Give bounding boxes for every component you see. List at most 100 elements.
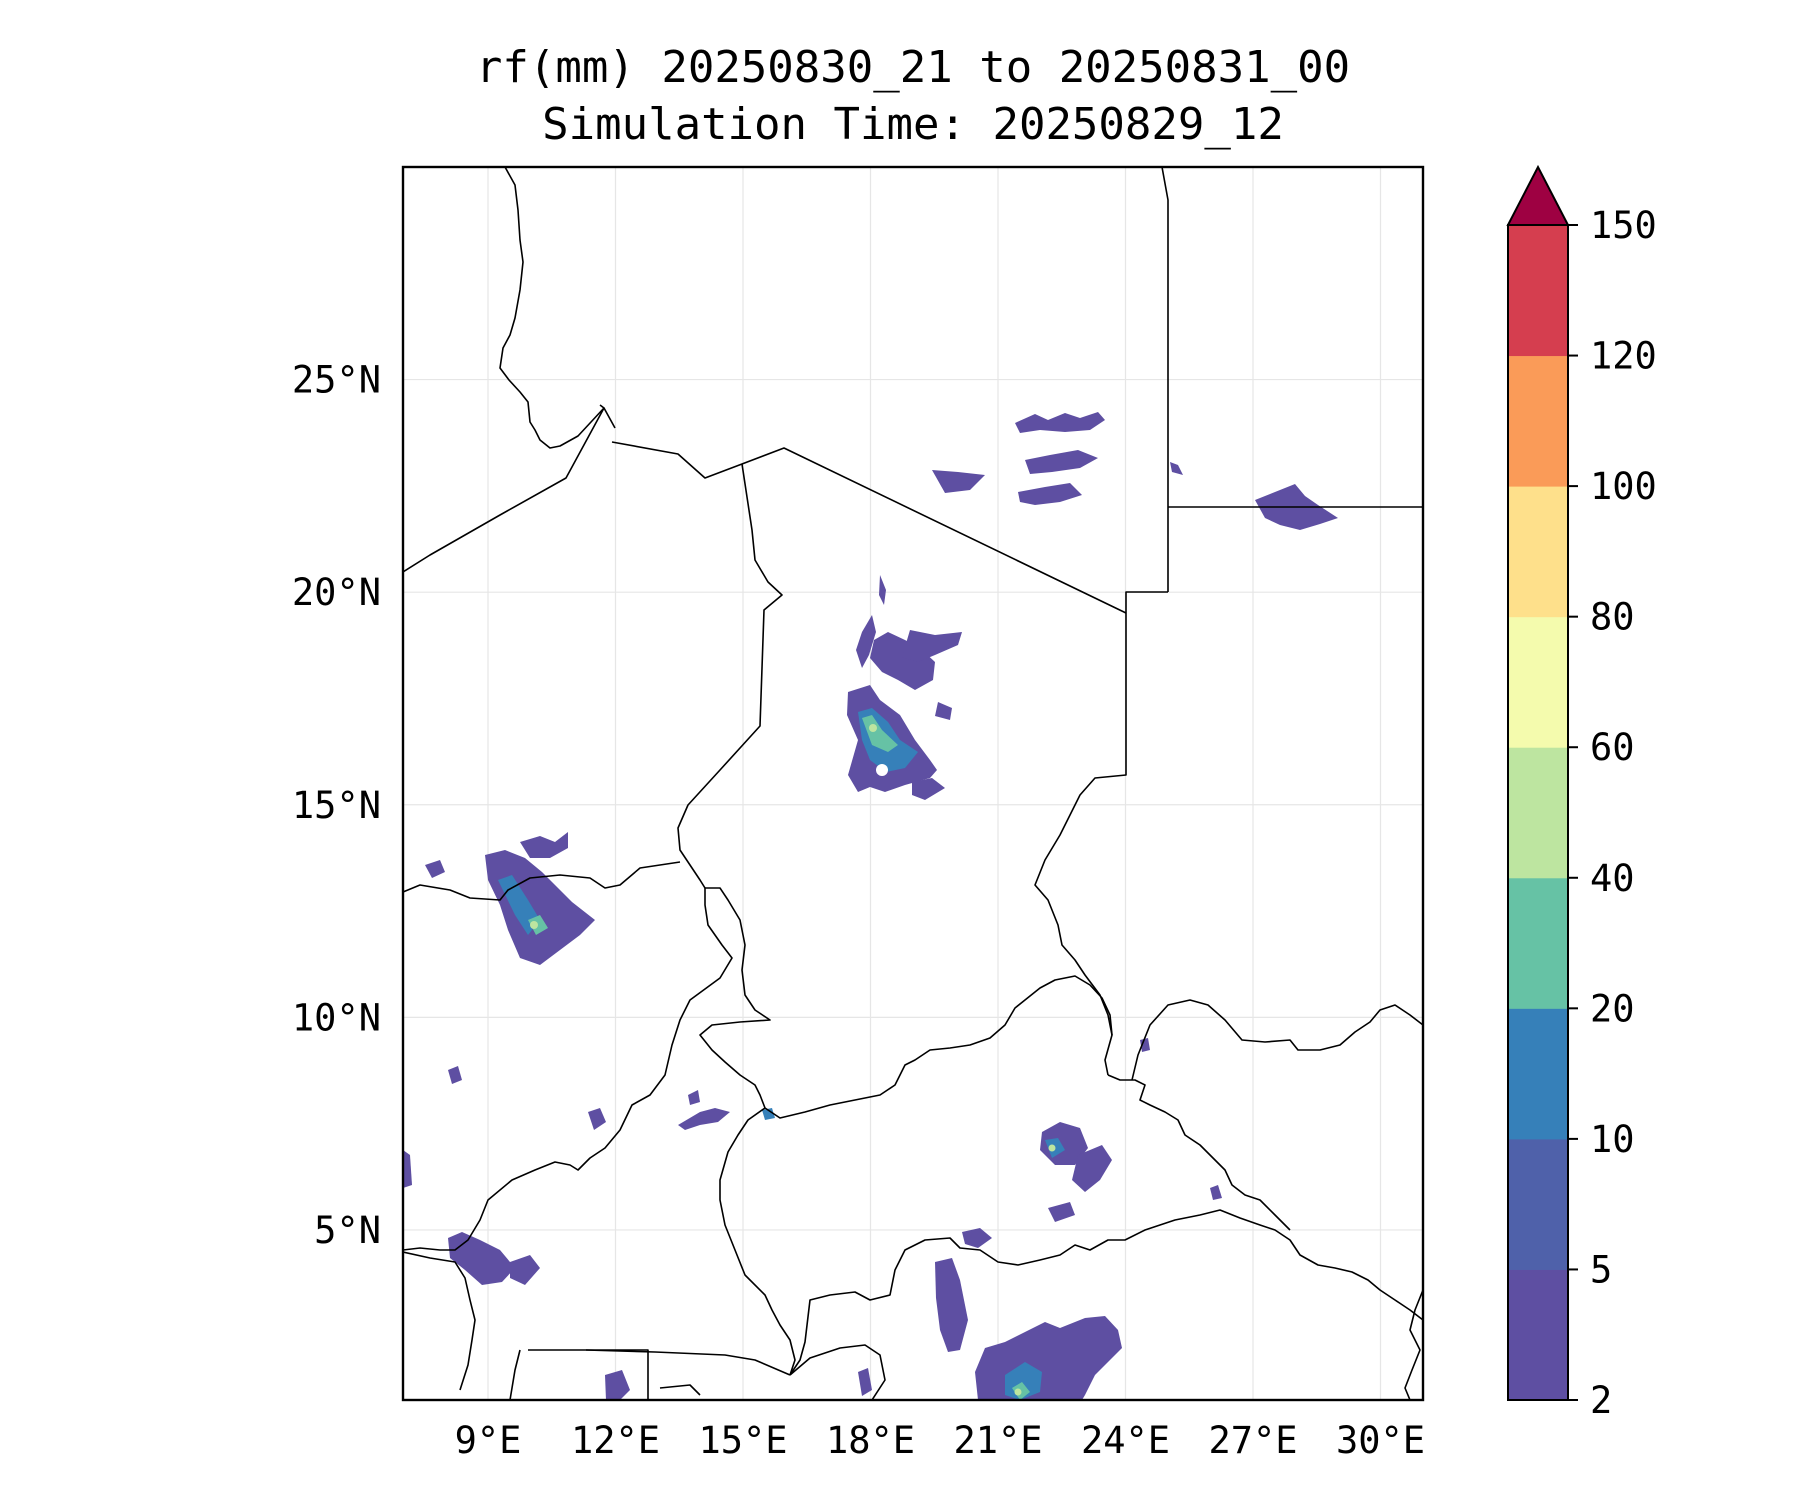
- rain-cell-sudan-south: [1140, 1038, 1150, 1052]
- rain-cell-chad-streak: [879, 575, 886, 605]
- border-car-drc: [789, 1209, 1423, 1376]
- border-egypt-libya: [1161, 167, 1169, 592]
- colorbar-tick-label: 120: [1590, 335, 1657, 378]
- border-libya-niger: [599, 404, 605, 409]
- rain-cell-libya-2: [1025, 450, 1098, 474]
- colorbar-tick-label: 20: [1590, 987, 1635, 1030]
- lat-tick-label: 25°N: [292, 359, 381, 402]
- rain-cell-chad-spot: [935, 702, 952, 720]
- border-southwest-coast: [403, 1251, 476, 1391]
- lon-tick-label: 9°E: [455, 1419, 522, 1462]
- rain-cell-libya-4: [1018, 483, 1082, 505]
- rain-cell-gabon: [605, 1370, 630, 1400]
- lon-tick-label: 21°E: [953, 1419, 1042, 1462]
- rain-cell-cameroon-edge: [403, 1150, 412, 1188]
- border-congo-drc: [789, 1344, 886, 1400]
- rain-cell-chad-tail: [856, 615, 876, 668]
- country-borders: [403, 167, 1423, 1400]
- colorbar-segment: [1508, 225, 1568, 357]
- rain-cell-chad-north: [870, 632, 935, 690]
- colorbar-tick-label: 150: [1590, 204, 1657, 247]
- lon-tick-label: 24°E: [1081, 1419, 1170, 1462]
- rain-cell-nigeria-south-2: [448, 1066, 462, 1084]
- map-area: 9°E 12°E 15°E 18°E 21°E 24°E 27°E 30°E 5°N 10°N 1…: [292, 165, 1425, 1462]
- colorbar-segment: [1508, 355, 1568, 487]
- rain-cell-congo-south: [858, 1368, 872, 1396]
- border-cameroon-car: [719, 1107, 796, 1376]
- rain-cell-drc-west: [935, 1258, 968, 1352]
- lat-tick-label: 15°N: [292, 784, 381, 827]
- rain-cell-libya-1: [1015, 412, 1105, 433]
- lon-tick-label: 12°E: [571, 1419, 660, 1462]
- lat-tick-label: 20°N: [292, 571, 381, 614]
- rain-cell-car-east-3: [1048, 1202, 1075, 1222]
- lon-ticks: 9°E 12°E 15°E 18°E 21°E 24°E 27°E 30°E: [455, 1419, 1425, 1462]
- colorbar-frame: [1507, 224, 1569, 1401]
- colorbar-tick-label: 5: [1590, 1248, 1612, 1291]
- colorbar-segment: [1508, 1008, 1568, 1140]
- lon-tick-label: 18°E: [826, 1419, 915, 1462]
- colorbar-tick-label: 40: [1590, 857, 1635, 900]
- rain-cell-nigeria-west: [425, 860, 445, 878]
- colorbar-tick-label: 10: [1590, 1118, 1635, 1161]
- border-east-edge: [1404, 1289, 1423, 1400]
- colorbar-tick-label: 60: [1590, 726, 1635, 769]
- colorbar-extend-triangle: [1506, 164, 1570, 226]
- rain-cell-libya-3: [932, 470, 985, 493]
- rain-cell-car-east-peak: [1048, 1144, 1056, 1152]
- border-congo-inner: [659, 1384, 701, 1396]
- rain-cell-cameroon-coast: [448, 1232, 515, 1285]
- colorbar-tick-label: 100: [1590, 465, 1657, 508]
- border-algeria-niger: [403, 407, 605, 573]
- map-title-line1: rf(mm) 20250830_21 to 20250831_00: [476, 42, 1350, 93]
- border-sudan-south-sudan: [1131, 999, 1423, 1081]
- rain-cell-chad-hole: [876, 764, 888, 776]
- rain-cell-car-east-2: [1072, 1145, 1112, 1192]
- rain-cell-nigeria-south: [588, 1108, 606, 1130]
- rain-cell-chad-green: [862, 715, 898, 752]
- lat-tick-label: 10°N: [292, 996, 381, 1039]
- map-frame: [401, 165, 1425, 1402]
- map-title-line2: Simulation Time: 20250829_12: [542, 99, 1284, 150]
- rain-cell-libya-5: [1170, 462, 1183, 475]
- lat-tick-label: 5°N: [314, 1209, 381, 1252]
- rain-cell-nigeria-peak: [530, 921, 538, 929]
- rain-cell-chad-arc: [902, 630, 962, 662]
- lon-tick-label: 30°E: [1336, 1419, 1425, 1462]
- border-niger-chad: [677, 463, 783, 889]
- lon-tick-label: 15°E: [698, 1419, 787, 1462]
- rainfall-layer: [403, 412, 1338, 1400]
- border-nigeria-chad-cameroon: [403, 888, 733, 1251]
- lat-ticks: 5°N 10°N 15°N 20°N 25°N: [292, 359, 381, 1252]
- rain-cell-nigeria-north: [520, 832, 568, 858]
- border-algeria-libya: [499, 167, 616, 449]
- colorbar-segment: [1508, 486, 1568, 618]
- rain-cell-drc-peak: [1014, 1388, 1022, 1396]
- lon-tick-label: 27°E: [1208, 1419, 1297, 1462]
- colorbar-segment: [1508, 877, 1568, 1009]
- rain-cell-cameroon-coast-2: [510, 1255, 540, 1285]
- rain-cell-drc-spot: [962, 1228, 992, 1248]
- border-niger-nigeria: [403, 861, 681, 901]
- map-gridlines: [403, 167, 1423, 1400]
- colorbar-segment: [1508, 747, 1568, 879]
- colorbar: 2 5 10 20 40 60 80 100 120 150: [1506, 164, 1657, 1422]
- border-libya-sudan: [1034, 591, 1168, 1076]
- colorbar-segment: [1508, 616, 1568, 748]
- border-chad-car: [764, 975, 1113, 1119]
- rain-cell-cameroon-central: [678, 1108, 730, 1130]
- border-eq-guinea: [509, 1349, 521, 1400]
- rain-cell-chad-peak: [869, 724, 877, 732]
- colorbar-segment: [1508, 1138, 1568, 1270]
- rain-cell-sudan-south-2: [1210, 1185, 1222, 1200]
- border-car-sudan: [1107, 1074, 1291, 1231]
- border-cameroon-gabon: [528, 1349, 791, 1376]
- colorbar-tick-label: 80: [1590, 596, 1635, 639]
- rain-cell-cameroon-central-2: [688, 1090, 700, 1105]
- colorbar-segment: [1508, 1269, 1568, 1401]
- colorbar-tick-label: 2: [1590, 1379, 1612, 1422]
- border-chad-cameroon: [699, 887, 771, 1109]
- border-libya-niger-2: [611, 441, 1127, 614]
- rain-cell-chad-south: [912, 778, 945, 800]
